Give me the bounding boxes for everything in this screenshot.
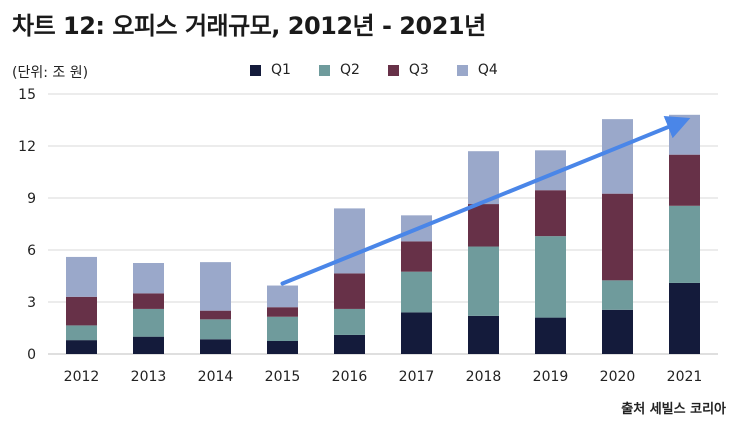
bar-2012-q3 bbox=[66, 296, 97, 326]
x-tick-label-2018: 2018 bbox=[466, 369, 502, 385]
x-tick-label-2017: 2017 bbox=[399, 369, 435, 385]
bar-2016-q4 bbox=[334, 208, 365, 274]
bar-2021-q4 bbox=[669, 114, 700, 155]
bar-2018-q2 bbox=[468, 246, 499, 316]
bar-2014-q4 bbox=[200, 262, 231, 311]
bar-2020-q4 bbox=[602, 119, 633, 194]
bar-2014-q3 bbox=[200, 310, 231, 320]
x-tick-label-2013: 2013 bbox=[131, 369, 167, 385]
bar-2021-q2 bbox=[669, 205, 700, 283]
bar-2016-q1 bbox=[334, 334, 365, 354]
legend-label-q3: Q3 bbox=[408, 62, 429, 78]
x-tick-label-2012: 2012 bbox=[64, 369, 100, 385]
legend-swatch-q1 bbox=[250, 64, 261, 76]
bar-2017-q2 bbox=[401, 271, 432, 313]
unit-label: (단위: 조 원) bbox=[12, 65, 89, 81]
bar-2012-q4 bbox=[66, 256, 97, 297]
x-tick-label-2019: 2019 bbox=[533, 369, 569, 385]
legend-item-q2: Q2 bbox=[318, 62, 360, 78]
y-tick-label-3: 3 bbox=[27, 295, 36, 311]
bar-2020-q1 bbox=[602, 309, 633, 354]
chart-title: 차트 12: 오피스 거래규모, 2012년 - 2021년 bbox=[12, 12, 486, 40]
legend-label-q1: Q1 bbox=[271, 62, 291, 78]
bar-2021-q1 bbox=[669, 282, 700, 354]
bar-2014-q1 bbox=[200, 339, 231, 354]
legend-label-q2: Q2 bbox=[339, 62, 360, 78]
legend-item-q3: Q3 bbox=[387, 62, 429, 78]
bar-2017-q1 bbox=[401, 312, 432, 354]
bar-2013-q1 bbox=[133, 336, 164, 354]
bar-2015-q4 bbox=[267, 285, 298, 308]
x-tick-label-2020: 2020 bbox=[600, 369, 636, 385]
bar-2013-q4 bbox=[133, 263, 164, 294]
bar-2012-q1 bbox=[66, 340, 97, 354]
x-tick-label-2014: 2014 bbox=[198, 369, 234, 385]
y-tick-label-9: 9 bbox=[27, 191, 36, 207]
bar-2019-q2 bbox=[535, 236, 566, 318]
legend-item-q4: Q4 bbox=[456, 62, 498, 78]
bar-2019-q1 bbox=[535, 317, 566, 354]
bar-2020-q2 bbox=[602, 280, 633, 310]
bar-2016-q2 bbox=[334, 308, 365, 335]
bar-2019-q3 bbox=[535, 190, 566, 237]
bar-2018-q1 bbox=[468, 315, 499, 354]
bar-2018-q3 bbox=[468, 204, 499, 247]
y-tick-label-12: 12 bbox=[18, 139, 36, 155]
bar-2018-q4 bbox=[468, 151, 499, 205]
bar-2017-q3 bbox=[401, 241, 432, 272]
legend-item-q1: Q1 bbox=[250, 62, 291, 78]
legend: Q1 Q2 Q3 Q4 bbox=[250, 62, 498, 78]
trend-arrow bbox=[280, 115, 691, 286]
bar-2020-q3 bbox=[602, 193, 633, 281]
legend-label-q4: Q4 bbox=[477, 62, 498, 78]
legend-swatch-q3 bbox=[387, 64, 399, 76]
y-tick-label-6: 6 bbox=[27, 243, 36, 259]
bar-2015-q2 bbox=[267, 316, 298, 341]
bar-2013-q3 bbox=[133, 293, 164, 309]
legend-swatch-q2 bbox=[318, 64, 330, 76]
bar-2015-q1 bbox=[267, 341, 298, 354]
legend-swatch-q4 bbox=[456, 64, 468, 76]
bar-2021-q3 bbox=[669, 154, 700, 206]
bar-2015-q3 bbox=[267, 307, 298, 317]
bar-2016-q3 bbox=[334, 273, 365, 309]
source-note: 출처 세빌스 코리아 bbox=[621, 402, 726, 417]
bar-2013-q2 bbox=[133, 308, 164, 337]
bar-2012-q2 bbox=[66, 325, 97, 341]
y-tick-label-0: 0 bbox=[27, 347, 36, 363]
y-tick-label-15: 15 bbox=[18, 87, 36, 103]
bar-2014-q2 bbox=[200, 319, 231, 340]
x-tick-label-2015: 2015 bbox=[265, 369, 301, 385]
x-tick-label-2016: 2016 bbox=[332, 369, 368, 385]
x-tick-label-2021: 2021 bbox=[667, 369, 703, 385]
